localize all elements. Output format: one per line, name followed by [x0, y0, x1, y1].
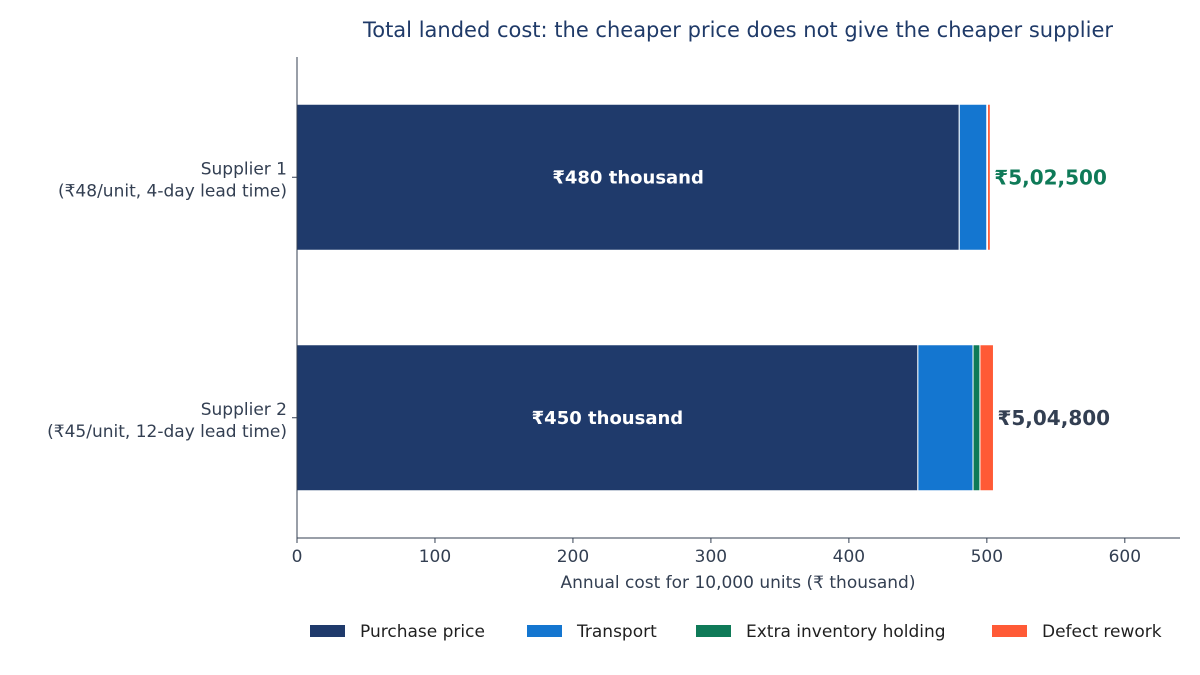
x-tick-label-600: 600 [1109, 547, 1141, 567]
x-tick-label-400: 400 [833, 547, 865, 567]
y-tick-label-2: Supplier 2 (₹45/unit, 12-day lead time) [47, 400, 287, 442]
x-tick-label-300: 300 [695, 547, 727, 567]
legend-swatch-extra-inventory-holding [696, 625, 731, 637]
legend-label-transport: Transport [576, 622, 657, 642]
legend-swatch-defect-rework [992, 625, 1027, 637]
y-axis-labels: Supplier 1 (₹48/unit, 4-day lead time) Sup… [47, 159, 297, 442]
x-axis-ticks: 0 100 200 300 400 500 600 [292, 538, 1141, 567]
x-tick-label-100: 100 [419, 547, 451, 567]
x-tick-label-200: 200 [557, 547, 589, 567]
legend-label-extra-inventory-holding: Extra inventory holding [746, 622, 946, 642]
bar-total-label-1: ₹5,02,500 [994, 165, 1107, 189]
legend-label-defect-rework: Defect rework [1042, 622, 1162, 642]
legend: Purchase price Transport Extra inventory h… [310, 622, 1162, 642]
bar-segment-defect-rework-2 [979, 344, 994, 492]
bar-inner-label-2: ₹450 thousand [532, 408, 684, 429]
bar-segment-transport-2 [917, 344, 974, 492]
bar-segment-purchase-price-1 [296, 103, 960, 251]
chart-title: Total landed cost: the cheaper price doe… [362, 18, 1113, 42]
bar-inner-label-1: ₹480 thousand [552, 167, 704, 188]
bar-segment-purchase-price-2 [296, 344, 919, 492]
y-tick-label-1: Supplier 1 (₹48/unit, 4-day lead time) [58, 159, 287, 201]
legend-label-purchase-price: Purchase price [360, 622, 485, 642]
x-tick-label-500: 500 [971, 547, 1003, 567]
bar-total-label-2: ₹5,04,800 [997, 406, 1110, 430]
bar-segment-transport-1 [958, 103, 988, 251]
x-tick-label-0: 0 [292, 547, 303, 567]
bar-segment-extra-inventory-holding-2 [972, 344, 981, 492]
x-axis-label: Annual cost for 10,000 units (₹ thousand… [561, 573, 916, 593]
legend-swatch-purchase-price [310, 625, 345, 637]
legend-swatch-transport [527, 625, 562, 637]
bar-segment-defect-rework-1 [987, 103, 991, 251]
bars-group: ₹480 thousand ₹5,02,500 ₹450 thousand ₹5,04… [296, 103, 1110, 492]
